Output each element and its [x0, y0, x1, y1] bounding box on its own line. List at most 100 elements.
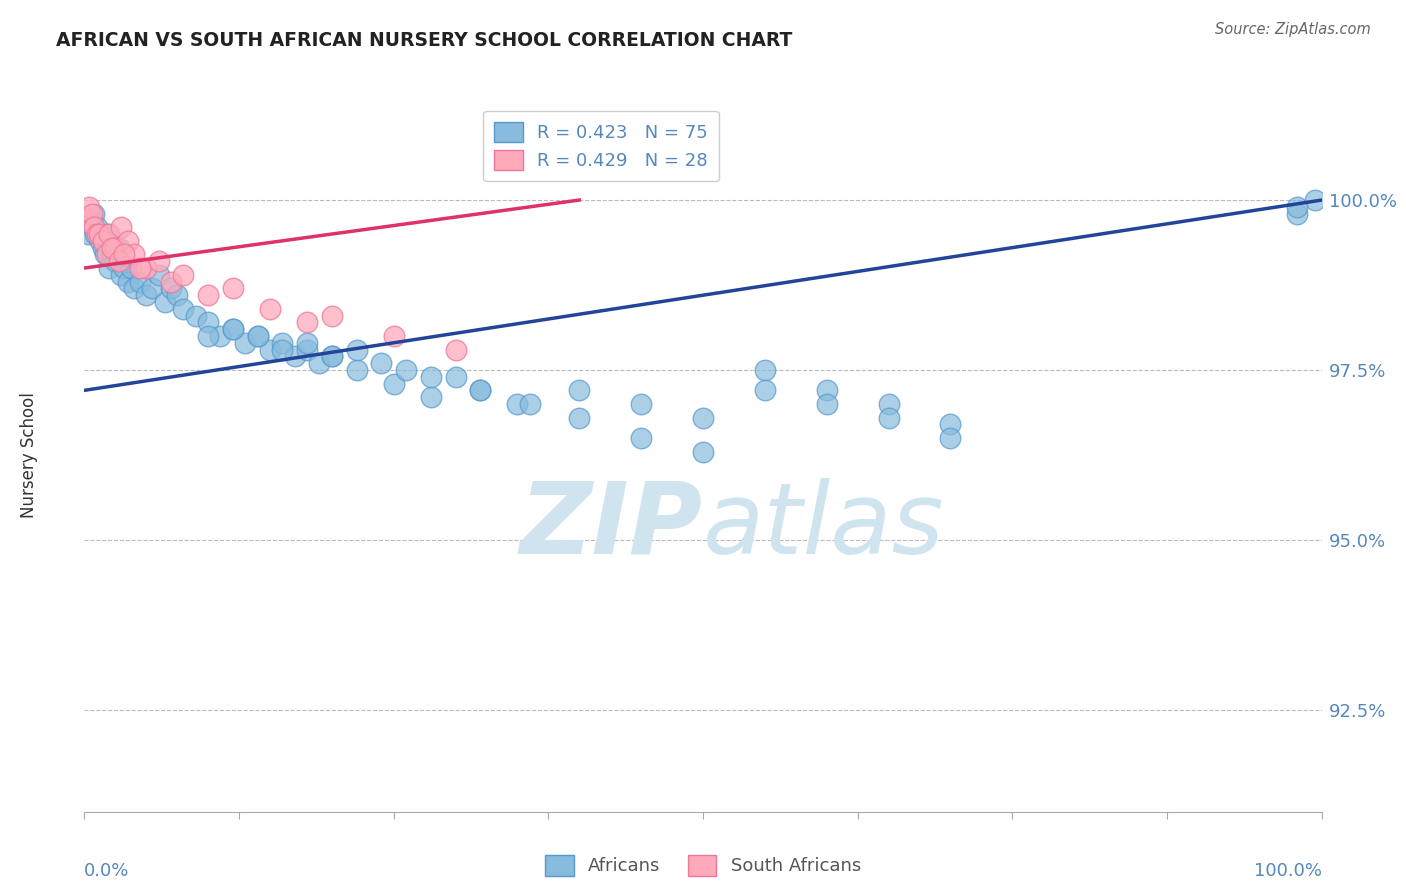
Point — [754, 384, 776, 398]
Point — [135, 260, 157, 275]
Point — [98, 227, 121, 241]
Point — [84, 227, 107, 241]
Point — [100, 247, 122, 261]
Point — [321, 350, 343, 364]
Point — [395, 363, 418, 377]
Point — [815, 384, 838, 398]
Point — [184, 309, 207, 323]
Point — [122, 281, 145, 295]
Point — [271, 343, 294, 357]
Point — [222, 322, 245, 336]
Point — [83, 207, 105, 221]
Text: 0.0%: 0.0% — [84, 862, 129, 880]
Point — [295, 343, 318, 357]
Point — [321, 350, 343, 364]
Text: Source: ZipAtlas.com: Source: ZipAtlas.com — [1215, 22, 1371, 37]
Point — [877, 410, 900, 425]
Point — [110, 268, 132, 282]
Point — [172, 301, 194, 316]
Point — [939, 417, 962, 432]
Point — [76, 213, 98, 227]
Point — [89, 227, 111, 241]
Point — [754, 363, 776, 377]
Point — [209, 329, 232, 343]
Point — [153, 295, 176, 310]
Text: ZIP: ZIP — [520, 478, 703, 574]
Point — [79, 200, 101, 214]
Point — [77, 227, 100, 241]
Point — [110, 220, 132, 235]
Point — [815, 397, 838, 411]
Point — [86, 227, 108, 241]
Point — [108, 254, 131, 268]
Point — [112, 260, 135, 275]
Point — [271, 335, 294, 350]
Point — [96, 227, 118, 241]
Point — [630, 431, 652, 445]
Point — [166, 288, 188, 302]
Point — [135, 288, 157, 302]
Point — [117, 234, 139, 248]
Point — [117, 275, 139, 289]
Point — [80, 207, 103, 221]
Point — [89, 227, 111, 241]
Point — [568, 384, 591, 398]
Point — [382, 376, 405, 391]
Point — [1285, 200, 1308, 214]
Point — [82, 220, 104, 235]
Point — [222, 281, 245, 295]
Point — [246, 329, 269, 343]
Point — [444, 369, 467, 384]
Point — [568, 410, 591, 425]
Point — [444, 343, 467, 357]
Point — [160, 281, 183, 295]
Point — [630, 397, 652, 411]
Point — [1305, 193, 1327, 207]
Point — [91, 234, 114, 248]
Point — [83, 220, 105, 235]
Point — [112, 247, 135, 261]
Text: Nursery School: Nursery School — [20, 392, 38, 518]
Point — [86, 220, 108, 235]
Point — [120, 260, 142, 275]
Point — [79, 213, 101, 227]
Point — [89, 234, 111, 248]
Point — [197, 315, 219, 329]
Point — [346, 343, 368, 357]
Point — [98, 260, 121, 275]
Point — [470, 384, 492, 398]
Point — [172, 268, 194, 282]
Point — [1285, 207, 1308, 221]
Point — [419, 369, 441, 384]
Point — [284, 350, 307, 364]
Point — [259, 301, 281, 316]
Point — [246, 329, 269, 343]
Point — [108, 241, 131, 255]
Point — [308, 356, 330, 370]
Point — [100, 241, 122, 255]
Point — [346, 363, 368, 377]
Point — [877, 397, 900, 411]
Point — [141, 281, 163, 295]
Point — [519, 397, 541, 411]
Point — [197, 329, 219, 343]
Point — [104, 254, 127, 268]
Text: 100.0%: 100.0% — [1254, 862, 1322, 880]
Point — [470, 384, 492, 398]
Point — [939, 431, 962, 445]
Text: AFRICAN VS SOUTH AFRICAN NURSERY SCHOOL CORRELATION CHART: AFRICAN VS SOUTH AFRICAN NURSERY SCHOOL … — [56, 31, 793, 50]
Point — [222, 322, 245, 336]
Point — [506, 397, 529, 411]
Point — [259, 343, 281, 357]
Point — [382, 329, 405, 343]
Point — [419, 390, 441, 404]
Point — [122, 247, 145, 261]
Point — [233, 335, 256, 350]
Point — [96, 247, 118, 261]
Point — [91, 241, 114, 255]
Point — [197, 288, 219, 302]
Point — [129, 260, 152, 275]
Point — [692, 444, 714, 458]
Point — [148, 254, 170, 268]
Point — [94, 247, 117, 261]
